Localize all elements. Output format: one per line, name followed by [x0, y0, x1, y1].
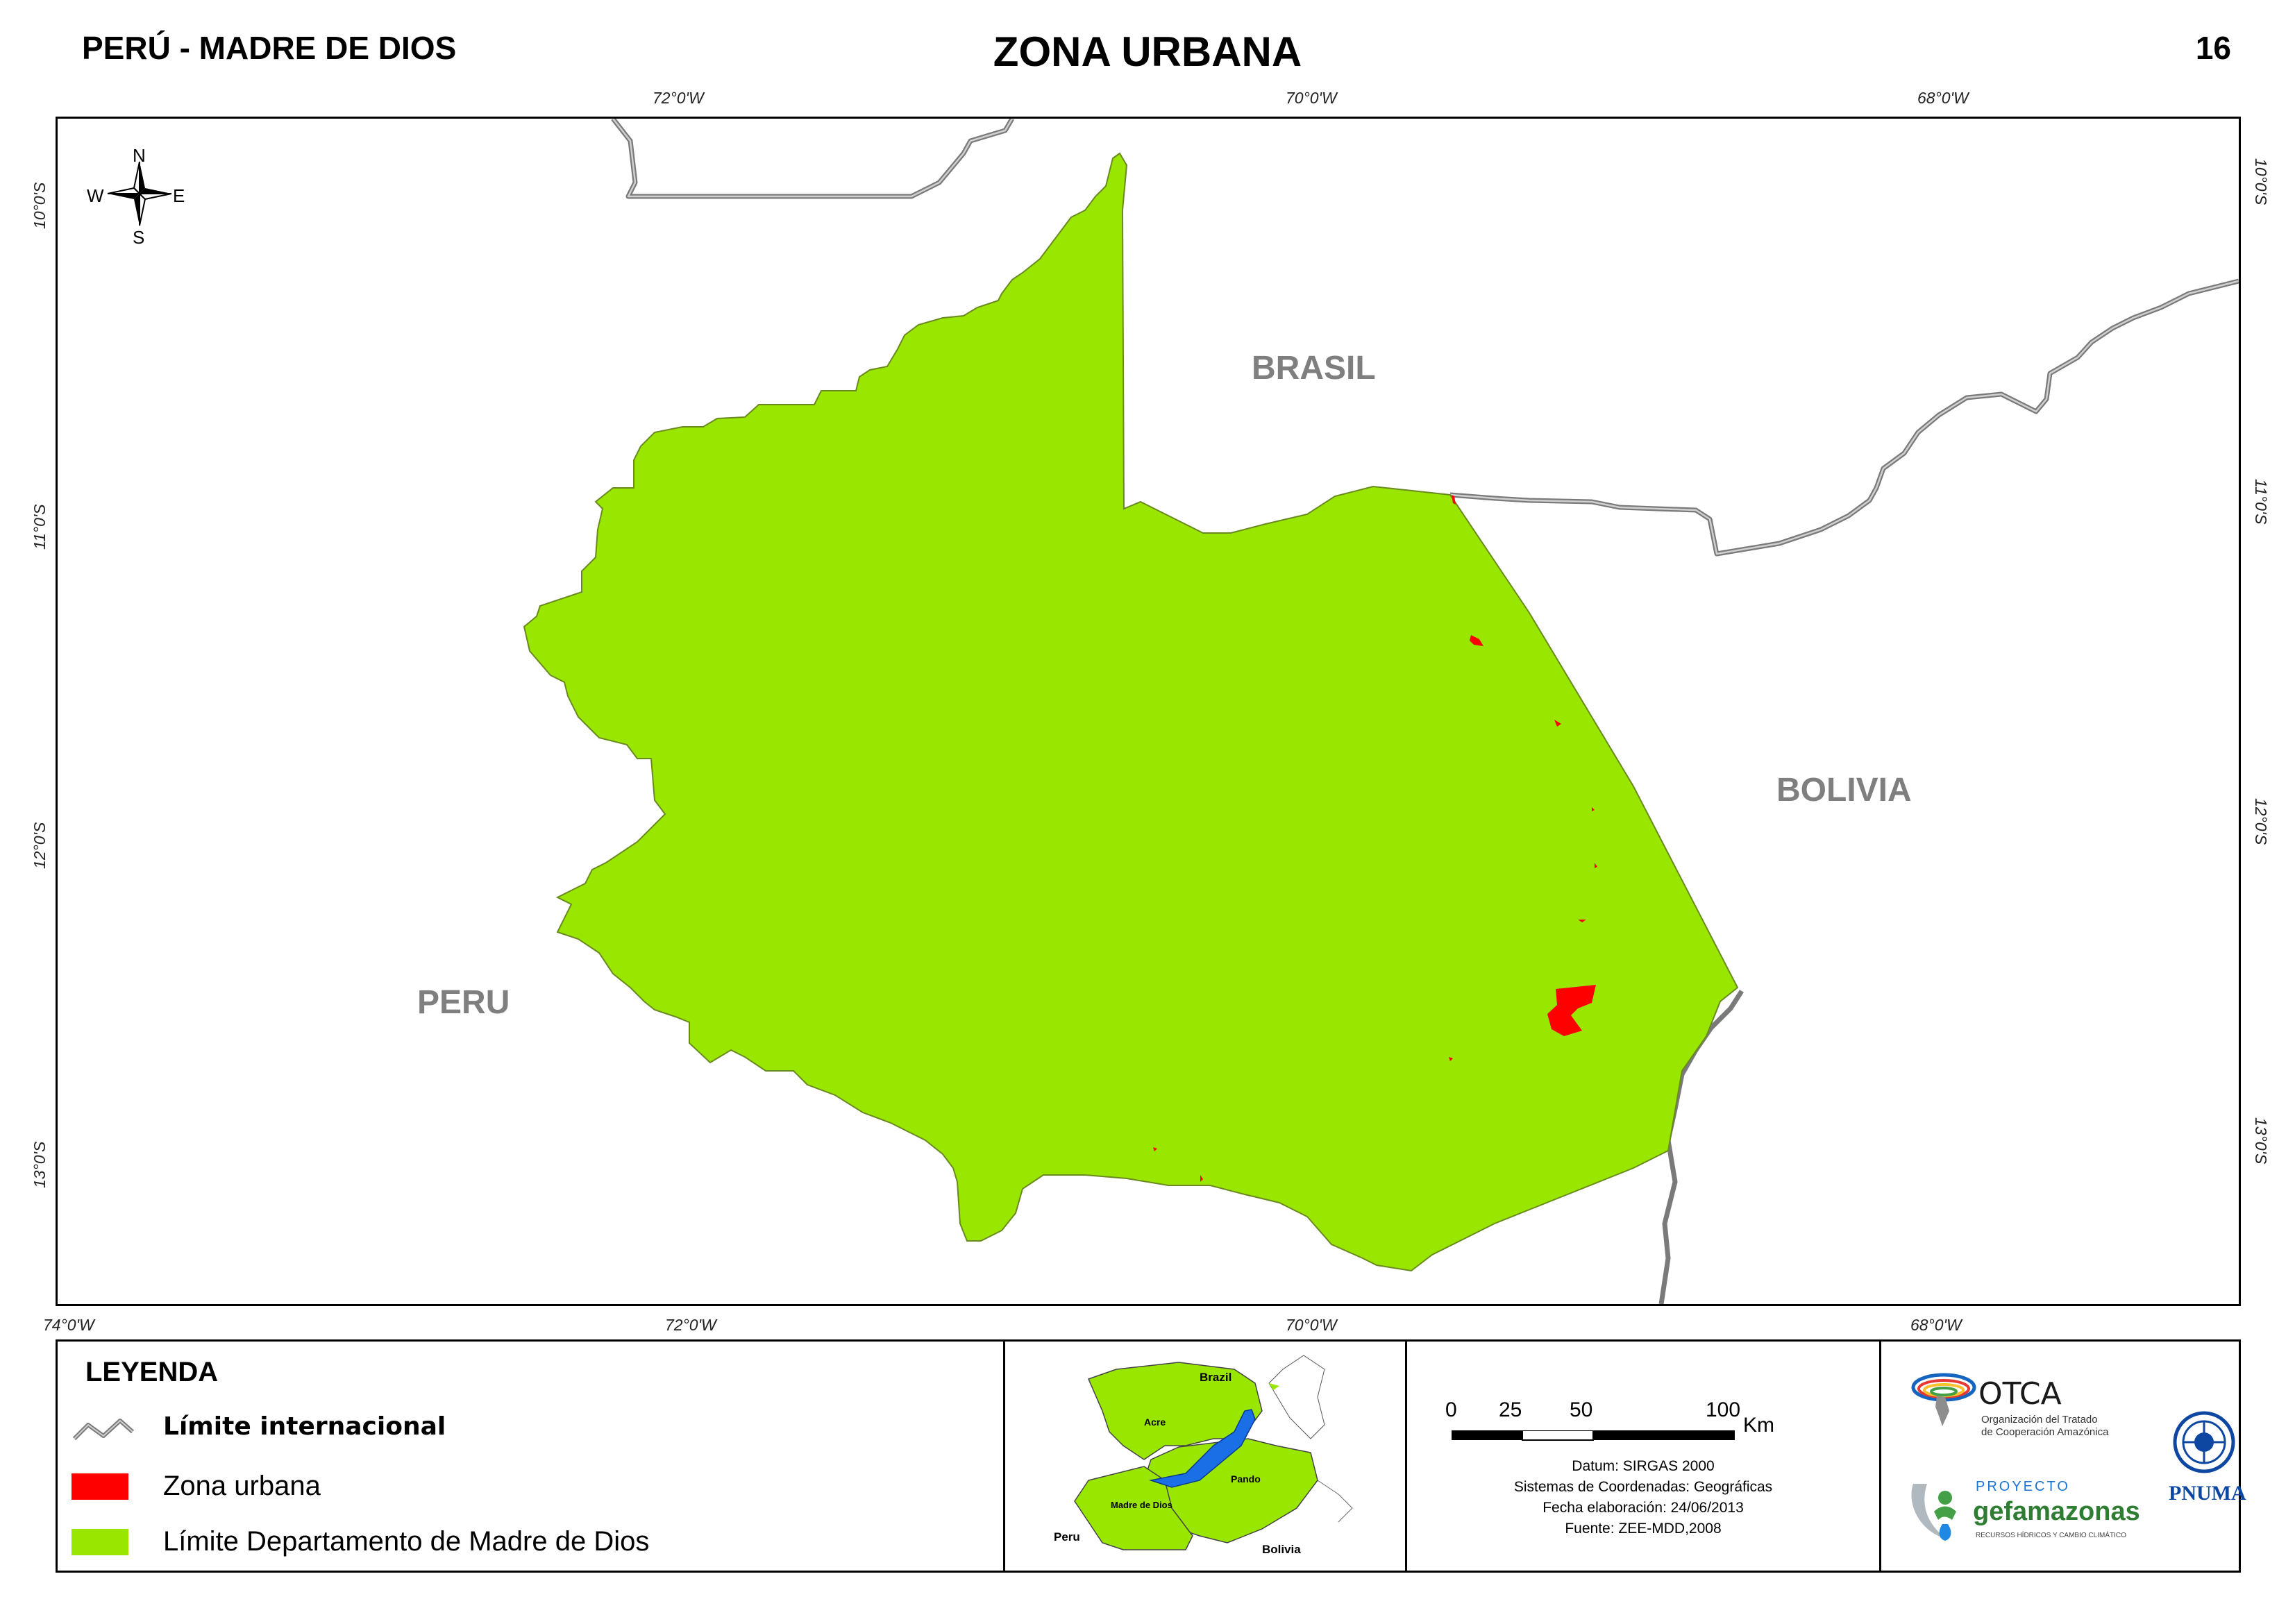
coord-bottom-70w: 70°0'W — [1286, 1316, 1337, 1334]
map-title: ZONA URBANA — [993, 28, 1302, 75]
divider — [1879, 1342, 1881, 1571]
crs-text: Sistemas de Coordenadas: Geográficas — [1513, 1479, 1773, 1495]
scale-tick-0: 0 — [1445, 1398, 1457, 1421]
otca-subtitle-1: Organización del Tratado — [1981, 1414, 2098, 1426]
coord-left-10s: 10°0'S — [31, 182, 49, 229]
inset-label-bolivia: Bolivia — [1262, 1543, 1301, 1556]
date-text: Fecha elaboración: 24/06/2013 — [1542, 1500, 1744, 1516]
compass-s: S — [133, 227, 145, 248]
country-label-peru: PERU — [417, 984, 510, 1021]
region-label: PERÚ - MADRE DE DIOS — [82, 30, 457, 66]
compass-w: W — [87, 185, 104, 206]
pnuma-name: PNUMA — [2169, 1482, 2246, 1505]
legend-label: Límite internacional — [163, 1412, 446, 1441]
page-number: 16 — [2195, 30, 2231, 66]
un-emblem-icon — [2173, 1411, 2235, 1473]
urban-zone-iberia — [1470, 635, 1483, 646]
source-text: Fuente: ZEE-MDD,2008 — [1565, 1521, 1722, 1537]
legend-title: LEYENDA — [85, 1357, 219, 1387]
coord-bottom-72w: 72°0'W — [665, 1316, 716, 1334]
urban-zone-puerto-maldonado — [1547, 985, 1596, 1036]
divider — [1003, 1342, 1005, 1571]
scale-tick-100: 100 — [1706, 1398, 1741, 1421]
scale-tick-50: 50 — [1570, 1398, 1593, 1421]
gef-proyecto: PROYECTO — [1976, 1479, 2070, 1494]
urban-zone-small-1 — [1554, 720, 1561, 727]
coord-top-72w: 72°0'W — [653, 89, 704, 107]
gefamazonas-logo-icon — [1911, 1484, 1956, 1541]
coord-right-12s: 12°0'S — [2252, 798, 2270, 845]
coord-left-11s: 11°0'S — [31, 504, 49, 550]
bottom-panel: LEYENDA Límite internacional Zona urbana… — [56, 1339, 2246, 1573]
inset-label-pando: Pando — [1231, 1473, 1261, 1485]
coord-right-13s: 13°0'S — [2252, 1117, 2270, 1165]
datum-text: Datum: SIRGAS 2000 — [1572, 1458, 1715, 1474]
legend-item-urban-zone: Zona urbana — [72, 1468, 974, 1507]
red-swatch-icon — [72, 1473, 128, 1500]
country-label-bolivia: BOLIVIA — [1776, 772, 1912, 809]
border-brasil-bolivia — [1449, 278, 2239, 557]
coord-bottom-74w: 74°0'W — [43, 1316, 94, 1334]
border-peru-brasil-north — [611, 119, 1015, 199]
scale-panel: 0 25 50 100 Km Datum: SIRGAS 2000 Sistem… — [1407, 1342, 1879, 1571]
legend-item-international-limit: Límite internacional — [72, 1410, 974, 1448]
otca-name: OTCA — [1978, 1376, 2062, 1412]
urban-zone-small-7 — [1153, 1147, 1157, 1151]
inset-map-canvas — [1074, 1355, 1353, 1550]
legend-label: Límite Departamento de Madre de Dios — [163, 1526, 650, 1557]
compass-e: E — [173, 185, 185, 206]
coord-top-68w: 68°0'W — [1917, 89, 1969, 107]
urban-zone-iñapari — [1452, 495, 1456, 505]
coord-right-11s: 11°0'S — [2252, 479, 2270, 525]
gef-name: gefamazonas — [1973, 1497, 2140, 1526]
gef-subtitle: RECURSOS HÍDRICOS Y CAMBIO CLIMÁTICO — [1976, 1532, 2126, 1539]
otca-logo-icon — [1911, 1373, 1976, 1426]
coord-bottom-68w: 68°0'W — [1910, 1316, 1962, 1334]
urban-zone-small-4 — [1578, 920, 1586, 922]
inset-label-brazil: Brazil — [1200, 1371, 1232, 1384]
country-label-brasil: BRASIL — [1252, 350, 1376, 387]
border-line-icon — [72, 1419, 134, 1441]
urban-zone-small-2 — [1592, 807, 1595, 811]
urban-zone-small-6 — [1200, 1175, 1203, 1182]
inset-label-madre-de-dios: Madre de Dios — [1111, 1500, 1172, 1510]
divider — [1405, 1342, 1407, 1571]
inset-map: Brazil Acre Pando Madre de Dios Peru Bol… — [1005, 1342, 1405, 1571]
inset-label-acre: Acre — [1144, 1416, 1166, 1428]
inset-label-peru: Peru — [1054, 1530, 1080, 1543]
coord-left-13s: 13°0'S — [31, 1141, 49, 1188]
department-madre-de-dios — [523, 152, 1739, 1272]
map-frame: N S E W BRASIL BOLIVIA PERU — [56, 117, 2241, 1306]
coord-top-70w: 70°0'W — [1286, 89, 1337, 107]
urban-zone-small-3 — [1595, 863, 1597, 868]
scale-tick-25: 25 — [1499, 1398, 1522, 1421]
compass-n: N — [133, 145, 146, 166]
map-canvas — [107, 119, 2239, 1304]
scale-unit: Km — [1743, 1414, 1774, 1437]
green-swatch-icon — [72, 1529, 128, 1555]
coord-left-12s: 12°0'S — [31, 822, 49, 869]
urban-zone-small-5 — [1449, 1057, 1453, 1061]
scale-bar — [1452, 1430, 1735, 1441]
otca-subtitle-2: de Cooperación Amazónica — [1981, 1426, 2109, 1438]
coord-right-10s: 10°0'S — [2252, 158, 2270, 205]
legend-item-department: Límite Departamento de Madre de Dios — [72, 1523, 974, 1562]
legend-panel: LEYENDA Límite internacional Zona urbana… — [58, 1342, 1003, 1571]
legend-label: Zona urbana — [163, 1471, 321, 1501]
north-arrow-icon — [107, 161, 172, 226]
logos-panel: OTCA Organización del Tratado de Coopera… — [1881, 1342, 2246, 1571]
